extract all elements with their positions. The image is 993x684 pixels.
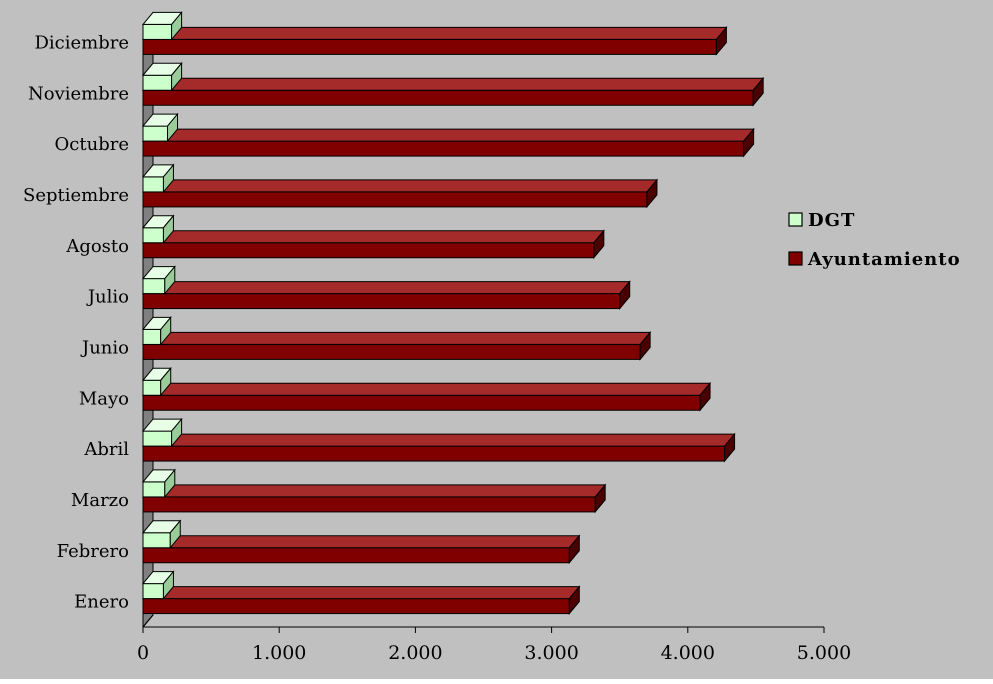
bar-dgt-marzo <box>141 468 176 499</box>
bar-ayuntamiento-octubre <box>141 127 755 158</box>
bar-dgt-diciembre <box>141 11 183 41</box>
legend-label-ayuntamiento: Ayuntamiento <box>807 249 961 270</box>
legend-box <box>778 199 988 277</box>
bar-dgt-febrero <box>141 519 182 550</box>
bar-ayuntamiento-mayo <box>141 381 712 412</box>
bar-ayuntamiento-diciembre <box>141 26 728 56</box>
category-label: Julio <box>86 287 129 308</box>
bar-ayuntamiento-julio <box>141 280 631 310</box>
x-tick-label: 2.000 <box>388 642 442 664</box>
x-tick-label: 5.000 <box>797 642 851 664</box>
bar-ayuntamiento-marzo <box>141 483 607 514</box>
bar-ayuntamiento-febrero <box>141 534 581 565</box>
bar-dgt-agosto <box>141 214 175 245</box>
bar-dgt-julio <box>141 265 176 295</box>
x-tick-label: 4.000 <box>661 642 715 664</box>
bar-dgt-abril <box>141 417 183 448</box>
bar-ayuntamiento-noviembre <box>141 76 765 107</box>
legend-label-dgt: DGT <box>808 210 855 231</box>
bar-dgt-septiembre <box>141 163 175 194</box>
bars-group <box>141 11 765 615</box>
bar-dgt-mayo <box>141 366 172 397</box>
legend-swatch-dgt <box>788 212 803 227</box>
bar-ayuntamiento-septiembre <box>141 178 659 209</box>
bar-ayuntamiento-junio <box>141 331 652 361</box>
category-label: Noviembre <box>28 83 129 104</box>
x-tick-label: 1.000 <box>252 642 306 664</box>
bar-dgt-octubre <box>141 112 179 143</box>
x-axis: 0 1.000 2.000 3.000 4.000 5.000 <box>137 614 851 664</box>
category-label: Enero <box>74 592 129 613</box>
bar-dgt-enero <box>141 570 175 600</box>
category-label: Octubre <box>55 134 129 155</box>
category-label: Mayo <box>79 388 129 409</box>
legend: DGT Ayuntamiento <box>778 199 988 277</box>
category-label: Junio <box>80 337 129 358</box>
bar-ayuntamiento-abril <box>141 432 736 463</box>
x-tick-label: 3.000 <box>524 642 578 664</box>
bar-ayuntamiento-agosto <box>141 229 605 260</box>
category-label: Septiembre <box>23 185 129 206</box>
bar-dgt-noviembre <box>141 61 183 92</box>
category-labels: Enero Febrero Marzo Abril Mayo Junio Julio Agos… <box>23 32 129 612</box>
category-label: Marzo <box>71 490 129 511</box>
bar-ayuntamiento-enero <box>141 585 581 615</box>
category-label: Febrero <box>57 541 129 562</box>
category-label: Agosto <box>65 236 129 257</box>
legend-swatch-ayuntamiento <box>788 251 803 266</box>
x-tick-label: 0 <box>137 642 149 664</box>
bar-dgt-junio <box>141 316 172 346</box>
category-label: Abril <box>83 439 129 460</box>
category-label: Diciembre <box>34 32 129 53</box>
